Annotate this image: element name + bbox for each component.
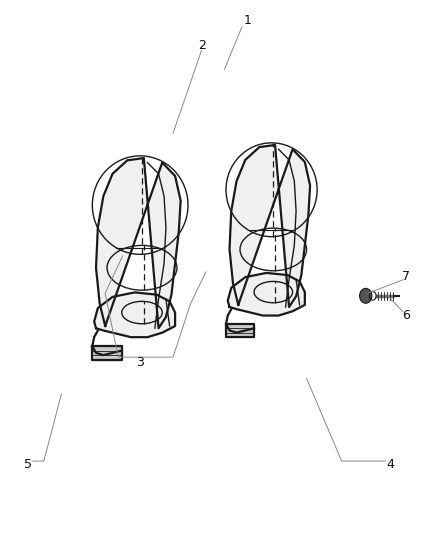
Polygon shape: [92, 346, 122, 360]
Polygon shape: [230, 145, 310, 307]
Text: 5: 5: [25, 458, 32, 471]
Text: 2: 2: [198, 39, 206, 52]
Text: 6: 6: [402, 309, 410, 322]
Text: 4: 4: [386, 458, 394, 471]
Text: 1: 1: [244, 14, 251, 27]
Text: 3: 3: [136, 356, 144, 369]
Polygon shape: [228, 273, 305, 316]
Polygon shape: [94, 293, 175, 337]
Circle shape: [360, 288, 372, 303]
Text: 7: 7: [402, 270, 410, 282]
Polygon shape: [226, 324, 254, 337]
Polygon shape: [96, 158, 180, 328]
